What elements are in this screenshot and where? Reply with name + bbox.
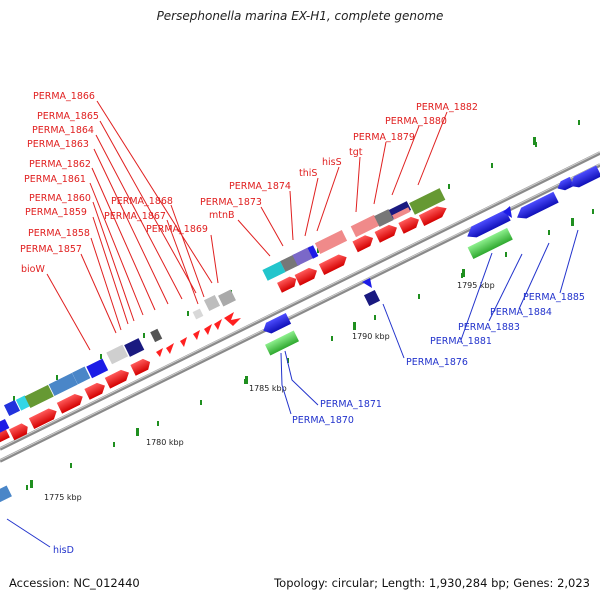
gene-label: PERMA_1870 [292, 415, 354, 426]
forward-strand-genes [0, 206, 447, 444]
ruler-labels: 1775 kbp 1780 kbp 1785 kbp 1790 kbp 1795… [44, 281, 495, 502]
forward-gene-labels: PERMA_1866 PERMA_1865 PERMA_1864 PERMA_1… [20, 91, 478, 275]
gene-label: PERMA_1880 [385, 116, 447, 127]
gene-feature [467, 209, 511, 238]
gene-feature [277, 276, 297, 293]
rna-genes [264, 227, 513, 356]
gene-label: PERMA_1871 [320, 399, 382, 410]
gene-label: PERMA_1861 [24, 174, 86, 185]
gene-feature [104, 369, 129, 389]
gene-feature [0, 485, 12, 503]
gene-label: PERMA_1864 [32, 125, 94, 136]
gene-label: PERMA_1869 [146, 224, 208, 235]
ruler-tick-label: 1775 kbp [44, 493, 82, 502]
gene-feature [374, 224, 397, 243]
tick-marks-lower [26, 209, 594, 490]
gene-feature [557, 176, 575, 191]
gene-label: PERMA_1862 [29, 159, 91, 170]
gene-feature [193, 330, 200, 340]
gene-feature [263, 312, 292, 334]
gene-feature [467, 227, 513, 260]
gene-feature [180, 337, 187, 347]
gene-feature [130, 358, 151, 376]
gene-label: hisD [53, 545, 74, 556]
genome-summary-text: Topology: circular; Length: 1,930,284 bp… [274, 576, 590, 590]
ruler-tick-label: 1780 kbp [146, 438, 184, 447]
gene-label: mtnB [209, 210, 235, 221]
gene-feature [363, 289, 381, 307]
ruler-tick-label: 1785 kbp [249, 384, 287, 393]
gene-label: hisS [322, 157, 342, 168]
gene-label: PERMA_1881 [430, 336, 492, 347]
ruler-tick-label: 1795 kbp [457, 281, 495, 290]
gene-feature [28, 408, 57, 430]
gene-label: PERMA_1883 [458, 322, 520, 333]
gene-feature [8, 423, 28, 441]
reverse-gene-labels: PERMA_1871 PERMA_1870 PERMA_1876 PERMA_1… [53, 292, 585, 556]
cog-category-boxes [0, 188, 446, 435]
gene-label: PERMA_1885 [523, 292, 585, 303]
gene-label: PERMA_1879 [353, 132, 415, 143]
gene-label: PERMA_1859 [25, 207, 87, 218]
gene-label: PERMA_1857 [20, 244, 82, 255]
gene-label: PERMA_1873 [200, 197, 262, 208]
gene-label: PERMA_1874 [229, 181, 291, 192]
gene-feature [418, 206, 447, 227]
gene-feature [204, 324, 212, 335]
gene-label: PERMA_1868 [111, 196, 173, 207]
gene-label: thiS [299, 168, 317, 179]
gene-label: PERMA_1867 [104, 211, 166, 222]
gene-feature [264, 330, 300, 356]
gene-feature [214, 319, 222, 330]
gene-label: PERMA_1884 [490, 307, 552, 318]
gene-label: PERMA_1860 [29, 193, 91, 204]
gene-label: PERMA_1863 [27, 139, 89, 150]
reverse-strand-genes [0, 165, 600, 503]
gene-feature [362, 278, 372, 288]
gene-label: PERMA_1858 [28, 228, 90, 239]
gene-label: PERMA_1865 [37, 111, 99, 122]
gene-feature [84, 382, 105, 400]
gene-label: tgt [349, 147, 363, 158]
accession-text: Accession: NC_012440 [9, 576, 140, 590]
gene-feature [166, 343, 174, 354]
gene-feature [0, 426, 10, 444]
gene-feature [224, 312, 241, 326]
gene-feature [398, 216, 419, 234]
map-title: Persephonella marina EX-H1, complete gen… [156, 9, 444, 23]
gene-feature [294, 267, 317, 286]
gene-feature [517, 191, 559, 219]
gene-feature [352, 235, 374, 253]
forward-leader-lines [46, 100, 448, 351]
gene-feature [318, 254, 347, 276]
gene-feature [56, 393, 83, 414]
gene-feature [503, 206, 512, 218]
ruler-tick-label: 1790 kbp [352, 332, 390, 341]
gene-label: PERMA_1882 [416, 102, 478, 113]
gene-label: PERMA_1876 [406, 357, 468, 368]
gene-feature [156, 348, 163, 357]
gene-label: PERMA_1866 [33, 91, 95, 102]
reverse-leader-lines [6, 229, 579, 548]
gene-feature [570, 165, 600, 188]
gene-label: bioW [21, 264, 45, 275]
